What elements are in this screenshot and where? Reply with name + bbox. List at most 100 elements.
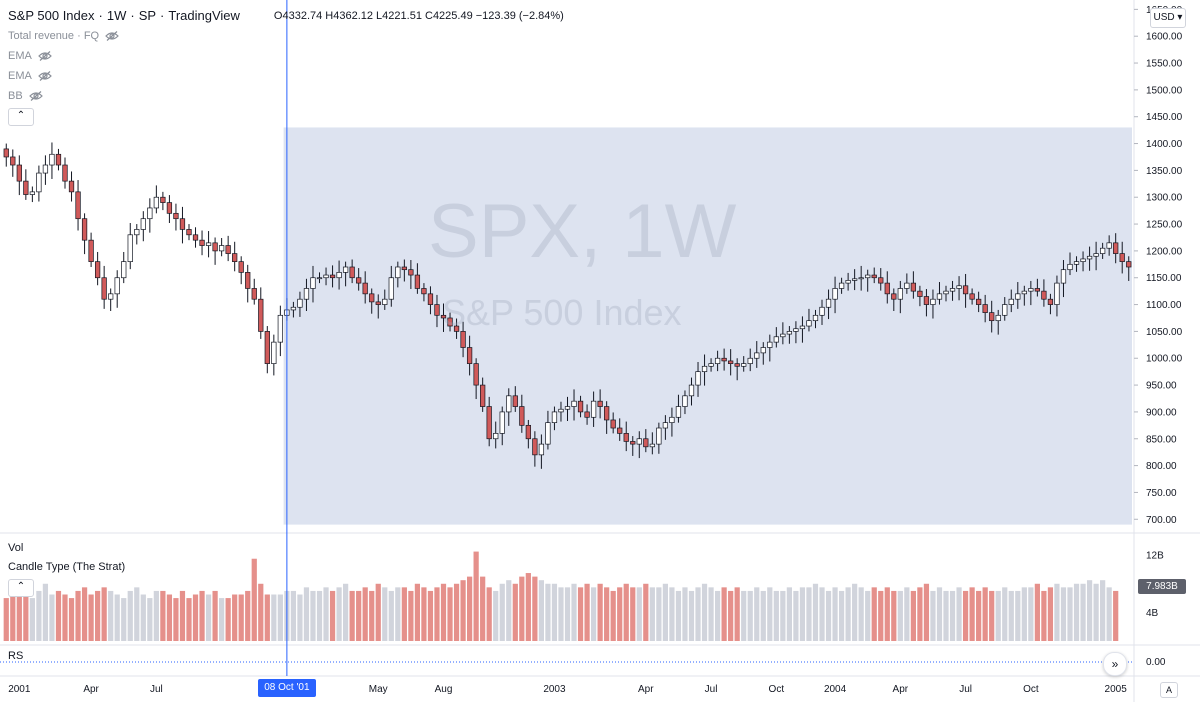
indicator-bb[interactable]: BB (8, 90, 43, 102)
candle-up (708, 363, 714, 367)
candle-down (1119, 253, 1125, 262)
volume-bar (134, 587, 140, 641)
scroll-to-realtime-button[interactable]: » (1103, 652, 1127, 676)
candle-up (1008, 298, 1014, 305)
volume-bar (192, 594, 199, 641)
time-tick-label: Apr (893, 684, 909, 695)
volume-bar (1073, 583, 1080, 641)
separator-dot: · (130, 8, 135, 23)
time-tick-label: 2004 (824, 684, 847, 695)
volume-bar (669, 587, 675, 641)
candle-down (721, 357, 727, 362)
candle-up (1060, 269, 1067, 284)
volume-pane-label[interactable]: Vol (8, 542, 24, 554)
indicator-label: Total revenue · FQ (8, 30, 100, 42)
volume-bar (525, 573, 531, 641)
volume-bar (721, 587, 727, 641)
candle-down (10, 156, 16, 166)
volume-last-badge: 7.983B (1138, 579, 1186, 594)
volume-bar (323, 587, 329, 641)
candle-type-label[interactable]: Candle Type (The Strat) (8, 561, 126, 573)
candle-up (825, 298, 832, 308)
volume-bar (68, 598, 75, 641)
candle-up (1015, 293, 1021, 300)
indicator-ema-2[interactable]: EMA (8, 70, 52, 82)
collapse-indicators-button[interactable]: ⌃ (8, 108, 34, 126)
volume-bar (995, 590, 1001, 641)
time-axis[interactable]: 2001AprJul2002MayAug2003AprJulOct2004Apr… (8, 684, 1127, 695)
volume-bar (793, 590, 799, 641)
candle-down (447, 317, 453, 327)
candle-down (3, 148, 9, 158)
volume-bar (688, 590, 695, 641)
candle-up (218, 245, 225, 252)
volume-bar (760, 590, 766, 641)
volume-bar (108, 590, 114, 641)
candle-down (728, 360, 734, 364)
candle-down (969, 293, 975, 300)
volume-bar (16, 587, 22, 641)
volume-bar (590, 587, 597, 641)
candle-down (251, 288, 257, 300)
eye-off-icon[interactable] (105, 31, 119, 41)
candles-layer (3, 142, 1132, 469)
candle-up (780, 333, 786, 338)
volume-bar (897, 590, 903, 641)
collapse-volume-button[interactable]: ⌃ (8, 579, 34, 597)
volume-bar (388, 590, 394, 641)
candle-up (656, 427, 662, 445)
volume-bar (447, 587, 453, 641)
rs-pane-label[interactable]: RS (8, 650, 24, 662)
candle-down (427, 293, 434, 305)
volume-bar (29, 598, 35, 641)
candle-up (1073, 261, 1080, 265)
candle-up (956, 285, 962, 289)
candle-down (617, 427, 623, 434)
volume-bar (258, 583, 264, 641)
volume-bar (1086, 580, 1093, 641)
eye-off-icon[interactable] (28, 91, 43, 101)
volume-bar (277, 594, 283, 641)
volume-bar (577, 587, 584, 641)
candle-down (75, 191, 81, 220)
indicator-label: BB (8, 90, 23, 102)
candle-down (1034, 288, 1041, 292)
volume-bar (656, 587, 662, 641)
volume-bar (121, 598, 127, 641)
price-tick-label: 1250.00 (1146, 220, 1183, 231)
volume-bar (440, 583, 447, 641)
candle-down (23, 180, 29, 195)
currency-button[interactable]: USD ▾ (1150, 8, 1186, 28)
candle-down (329, 274, 336, 279)
interval-label[interactable]: 1W (106, 8, 127, 23)
candle-up (662, 422, 669, 429)
volume-bar (780, 590, 786, 641)
candle-up (675, 406, 682, 418)
candle-up (303, 288, 310, 300)
candle-down (519, 406, 525, 426)
candle-up (936, 293, 943, 300)
volume-bar (3, 598, 9, 641)
indicator-ema-1[interactable]: EMA (8, 50, 52, 62)
candle-up (310, 277, 316, 289)
auto-scale-button[interactable]: A (1160, 682, 1178, 698)
price-axis[interactable]: 700.00 750.00 800.00 850.00 900.00 950.00 1000… (1134, 5, 1183, 668)
price-tick-label: 1450.00 (1146, 112, 1183, 123)
eye-off-icon[interactable] (37, 51, 52, 61)
candle-down (232, 253, 238, 262)
candle-up (760, 347, 766, 354)
volume-bar (303, 587, 310, 641)
volume-bar (1021, 587, 1027, 641)
volume-bar (310, 590, 316, 641)
volume-bar (369, 590, 375, 641)
volume-bar (767, 587, 773, 641)
volume-bar (734, 587, 740, 641)
symbol-name[interactable]: S&P 500 Index (8, 8, 95, 23)
candle-up (545, 422, 551, 445)
indicator-total-revenue[interactable]: Total revenue · FQ (8, 30, 119, 42)
volume-bar (1015, 590, 1021, 641)
eye-off-icon[interactable] (37, 71, 52, 81)
volume-bar (1034, 583, 1040, 641)
candle-up (271, 341, 277, 364)
